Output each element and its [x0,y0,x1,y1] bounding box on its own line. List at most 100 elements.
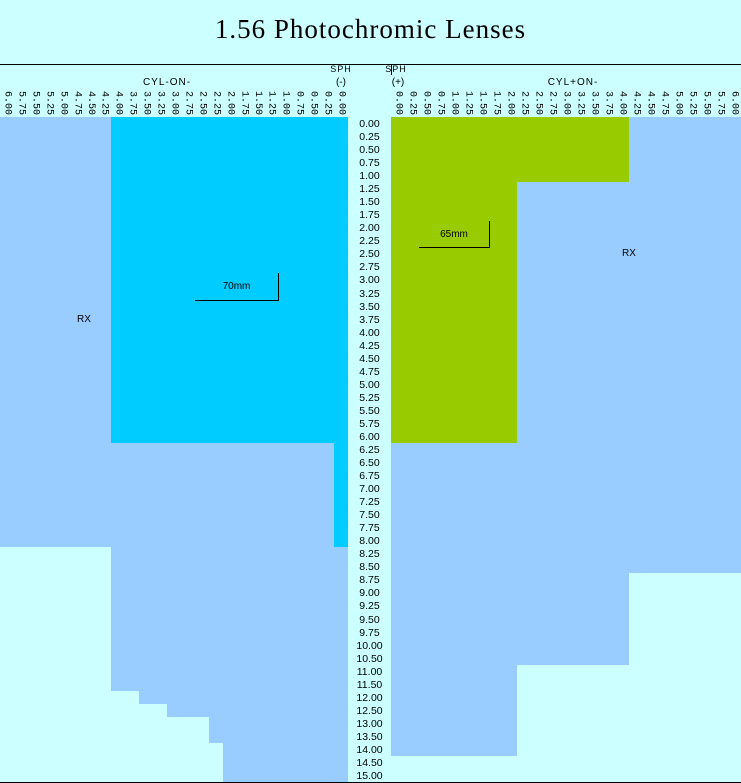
grid-cell-cyan [181,208,196,222]
grid-cell-blue [671,482,686,496]
grid-cell-cyan [223,430,238,444]
grid-cell-blue [251,495,265,509]
grid-cell-blue [559,417,574,431]
grid-cell-blue [70,287,85,301]
grid-cell-blue [489,456,504,470]
grid-cell-blue [531,352,546,366]
grid-cell-blue [264,560,279,574]
cyl-minus-label: 2.00 [223,89,238,118]
grid-cell-blue [699,287,714,301]
grid-cell-light [713,573,728,587]
grid-cell-light [671,639,686,653]
grid-cell-blue [517,534,532,548]
grid-cell-light [685,730,700,744]
grid-cell-blue [685,391,700,405]
grid-cell-light [97,678,112,692]
grid-cell-blue [517,273,532,288]
grid-cell-blue [615,313,630,327]
grid-cell-cyan [334,482,349,496]
grid-cell-cyan [292,247,307,261]
grid-cell-blue [559,404,574,418]
grid-cell-blue [181,547,196,561]
grid-cell-blue [306,717,321,731]
grid-cell-blue [42,495,57,509]
grid-cell-blue [475,639,490,653]
grid-cell-blue [278,521,293,535]
grid-cell-blue [84,130,98,144]
grid-cell-cyan [209,313,224,327]
grid-cell-blue [727,260,741,274]
sph-value: 8.00 [348,534,392,548]
grid-cell-cyan [111,156,126,170]
grid-cell-blue [601,547,616,561]
grid-cell-blue [56,404,71,418]
grid-cell-blue [685,313,700,327]
grid-cell-green [489,208,504,222]
grid-cell-blue [84,313,98,327]
grid-cell-cyan [223,365,238,379]
grid-cell-blue [489,626,504,640]
grid-cell-cyan [278,365,293,379]
grid-cell-light [56,586,71,600]
grid-cell-light [587,756,602,770]
grid-cell-blue [195,495,210,509]
grid-cell-blue [643,182,658,196]
grid-cell-blue [643,339,658,353]
grid-cell-cyan [195,195,210,209]
grid-cell-blue [334,613,349,627]
grid-cell-blue [559,326,574,340]
grid-cell-blue [278,639,293,653]
grid-cell-cyan [167,391,182,405]
grid-cell-blue [489,534,504,548]
grid-cell-cyan [292,156,307,170]
grid-cell-light [70,626,85,640]
grid-cell-cyan [306,156,321,170]
grid-cell-blue [70,221,85,235]
grid-cell-blue [28,469,43,483]
grid-cell-light [195,769,210,783]
grid-cell-blue [153,521,168,535]
grid-cell-cyan [292,313,307,327]
grid-cell-light [391,769,406,783]
grid-cell-cyan [334,117,349,131]
grid-cell-blue [643,378,658,392]
grid-cell-light [139,730,154,744]
grid-cell-light [671,613,686,627]
grid-cell-cyan [153,156,168,170]
grid-cell-blue [685,169,700,183]
grid-cell-blue [306,443,321,457]
grid-cell-blue [559,365,574,379]
sph-minus-header: SPH [330,64,352,74]
grid-cell-blue [727,430,741,444]
grid-cell-blue [264,456,279,470]
grid-cell-blue [685,234,700,248]
grid-cell-light [97,560,112,574]
grid-cell-blue [559,534,574,548]
grid-cell-cyan [292,339,307,353]
grid-cell-light [615,769,630,783]
grid-cell-blue [573,221,588,235]
grid-cell-blue [545,639,560,653]
grid-cell-cyan [306,313,321,327]
grid-cell-light [419,756,434,770]
grid-cell-blue [657,469,672,483]
grid-cell-blue [531,234,546,248]
grid-cell-blue [0,208,15,222]
grid-cell-blue [629,469,644,483]
grid-cell-light [671,691,686,705]
grid-cell-blue [42,234,57,248]
grid-cell-blue [433,521,448,535]
grid-cell-light [56,665,71,679]
grid-cell-blue [573,573,588,587]
grid-cell-blue [334,626,349,640]
grid-cell-blue [615,234,630,248]
grid-cell-green [475,182,490,196]
grid-cell-cyan [223,260,238,274]
grid-cell-blue [97,313,112,327]
grid-cell-cyan [125,169,140,183]
grid-cell-cyan [167,234,182,248]
grid-cell-blue [0,482,15,496]
grid-cell-green [475,130,490,144]
grid-cell-green [405,195,420,209]
grid-cell-blue [209,560,224,574]
